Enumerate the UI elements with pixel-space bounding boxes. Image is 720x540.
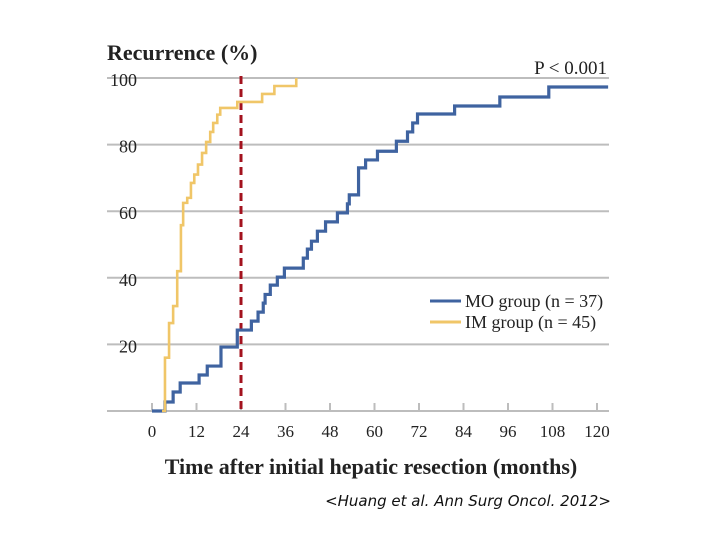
legend: MO group (n = 37)IM group (n = 45) <box>430 291 603 333</box>
x-tick-label: 24 <box>233 422 251 441</box>
x-tick-label: 108 <box>540 422 566 441</box>
y-tick-label: 100 <box>110 70 137 90</box>
series-lines <box>152 78 609 413</box>
x-tick-label: 12 <box>188 422 205 441</box>
y-tick-label: 80 <box>119 137 137 157</box>
p-value-annotation: P < 0.001 <box>534 58 607 79</box>
legend-label: MO group (n = 37) <box>465 291 603 312</box>
series-line-mo-group <box>152 85 609 413</box>
x-tick-label: 120 <box>584 422 610 441</box>
x-tick-label: 60 <box>366 422 383 441</box>
legend-label: IM group (n = 45) <box>465 312 596 333</box>
y-tick-label: 20 <box>119 336 137 356</box>
gridlines <box>107 77 609 412</box>
y-tick-label: 60 <box>119 203 137 223</box>
chart-title: Recurrence (%) <box>107 40 257 65</box>
x-tick-label: 72 <box>411 422 428 441</box>
x-tick-label: 48 <box>322 422 339 441</box>
y-tick-label: 40 <box>119 270 137 290</box>
x-tick-labels: 0 12 24 36 48 60 72 84 96 108 120 <box>148 403 610 441</box>
x-tick-label: 84 <box>455 422 473 441</box>
x-tick-label: 0 <box>148 422 157 441</box>
x-tick-label: 96 <box>500 422 517 441</box>
series-line-im-group <box>162 78 298 413</box>
citation: <Huang et al. Ann Surg Oncol. 2012> <box>325 492 611 510</box>
x-axis-label: Time after initial hepatic resection (mo… <box>165 454 577 479</box>
x-tick-label: 36 <box>277 422 294 441</box>
y-tick-labels: 20 40 60 80 100 <box>110 70 137 356</box>
